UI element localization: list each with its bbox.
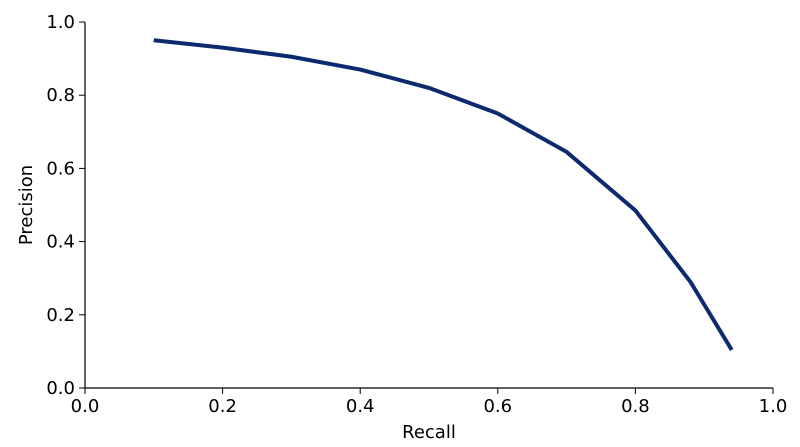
x-tick-label: 0.0 <box>71 396 100 417</box>
y-tick-label: 0.6 <box>46 158 75 179</box>
y-axis-label: Precision <box>16 165 37 245</box>
x-tick-label: 0.4 <box>346 396 375 417</box>
x-axis-label: Recall <box>402 422 456 443</box>
y-tick-label: 0.0 <box>46 378 75 399</box>
y-tick-label: 0.2 <box>46 305 75 326</box>
y-tick-label: 0.4 <box>46 232 75 253</box>
x-tick-label: 0.2 <box>208 396 237 417</box>
y-tick-label: 0.8 <box>46 85 75 106</box>
y-tick-label: 1.0 <box>46 12 75 33</box>
x-tick-label: 0.6 <box>483 396 512 417</box>
x-tick-label: 1.0 <box>759 396 788 417</box>
line <box>153 38 734 351</box>
x-tick-label: 0.8 <box>621 396 650 417</box>
